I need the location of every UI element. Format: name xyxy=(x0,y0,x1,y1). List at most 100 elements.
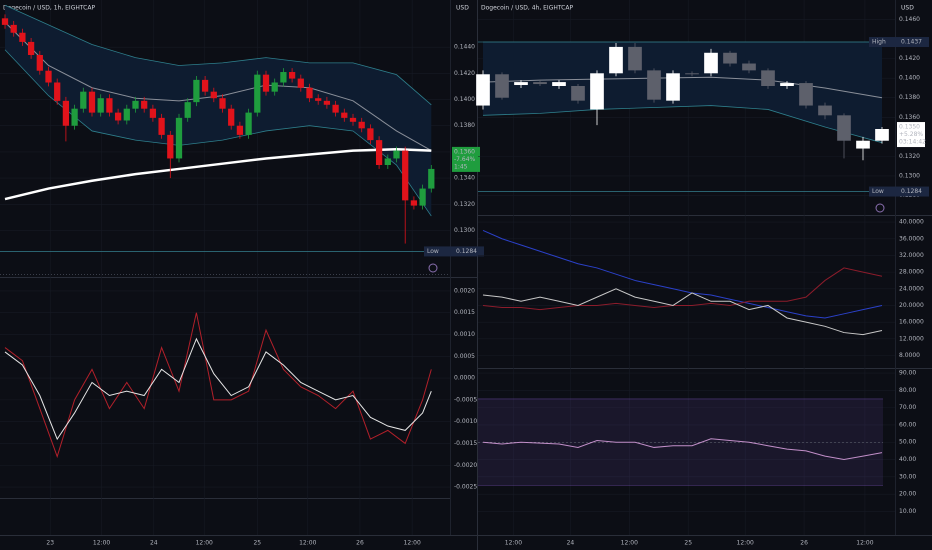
x-tick-label: 12:00 xyxy=(621,540,638,547)
currency-label: USD xyxy=(456,5,469,12)
y-tick-label: 16.0000 xyxy=(899,319,924,326)
line-series xyxy=(4,312,432,459)
y-tick-label: 0.1320 xyxy=(454,201,475,208)
icon[interactable] xyxy=(875,203,885,213)
y-tick-label: 0.1300 xyxy=(899,172,920,179)
price-tag-value: 0.1350 xyxy=(899,124,920,131)
candle-body xyxy=(495,74,509,98)
candle-body xyxy=(628,46,642,71)
candle-body xyxy=(742,63,756,71)
price-tag xyxy=(452,146,480,172)
y-tick-label: 50.00 xyxy=(899,439,916,446)
candle-body xyxy=(609,46,623,74)
x-tick-label: 12:00 xyxy=(196,540,213,547)
candle-body xyxy=(149,108,157,118)
candle-body xyxy=(419,188,426,206)
level-tag-value: 0.1284 xyxy=(901,188,922,195)
y-tick-label: -0.0025 xyxy=(454,484,477,491)
candle-body xyxy=(476,74,490,106)
y-tick-label: 90.00 xyxy=(899,370,916,377)
y-tick-label: 0.1400 xyxy=(454,96,475,103)
candle-body xyxy=(647,70,661,100)
y-tick-label: 0.1340 xyxy=(454,175,475,182)
y-tick-label: 0.1420 xyxy=(454,70,475,77)
x-tick-label: 12:00 xyxy=(93,540,110,547)
candle-body xyxy=(375,140,383,165)
line-series xyxy=(482,288,883,336)
candle-body xyxy=(552,82,566,86)
price-tag-change: +5.28% xyxy=(899,131,923,138)
candle-body xyxy=(10,24,17,33)
candle-body xyxy=(27,41,35,55)
candle-body xyxy=(201,79,209,92)
level-tag-value: 0.1284 xyxy=(456,248,477,255)
candle-body xyxy=(193,79,200,103)
band-fill xyxy=(483,42,882,143)
y-tick-label: 20.00 xyxy=(899,491,916,498)
candle-body xyxy=(856,140,870,149)
candle-body xyxy=(62,100,70,126)
candle-body xyxy=(236,125,244,135)
y-tick-label: 0.1460 xyxy=(899,16,920,23)
candle-body xyxy=(219,98,226,109)
x-tick-label: 26 xyxy=(356,540,364,547)
line-series xyxy=(482,229,883,319)
candle-body xyxy=(271,82,278,92)
candle-body xyxy=(818,105,832,116)
candle-body xyxy=(341,112,348,118)
y-tick-label: 40.0000 xyxy=(899,219,924,226)
candle-body xyxy=(704,52,718,74)
candle-body xyxy=(799,83,813,106)
y-tick-label: 0.1380 xyxy=(454,122,475,129)
line-series xyxy=(4,337,432,441)
candle-body xyxy=(367,128,374,141)
candle-body xyxy=(393,150,400,159)
candle-body xyxy=(402,150,409,201)
price-tag-value: 0.1360 xyxy=(454,148,475,155)
candle-body xyxy=(88,91,96,113)
candle-body xyxy=(428,168,435,189)
candle-body xyxy=(262,74,270,92)
candle-body xyxy=(158,117,165,135)
chart-title: Dogecoin / USD, 1h, EIGHTCAP xyxy=(3,5,95,12)
x-tick-label: 12:00 xyxy=(856,540,873,547)
y-tick-label: 0.1380 xyxy=(899,94,920,101)
x-tick-label: 25 xyxy=(253,540,261,547)
candle-body xyxy=(254,74,261,113)
candle-body xyxy=(184,102,191,118)
candle-body xyxy=(80,91,87,109)
candle-body xyxy=(410,200,418,206)
y-tick-label: -0.0010 xyxy=(454,418,477,425)
x-tick-label: 12:00 xyxy=(404,540,421,547)
line-series xyxy=(4,148,432,201)
level-tag xyxy=(869,186,929,197)
candle-body xyxy=(533,82,547,85)
y-tick-label: 32.0000 xyxy=(899,252,924,259)
y-tick-label: 80.00 xyxy=(899,387,916,394)
candle-body xyxy=(780,83,794,86)
icon[interactable] xyxy=(428,263,438,273)
level-tag-name: High xyxy=(872,39,886,46)
y-tick-label: 0.1360 xyxy=(899,114,920,121)
y-tick-label: 8.0000 xyxy=(899,352,920,359)
currency-label: USD xyxy=(901,5,914,12)
candle-body xyxy=(323,100,331,105)
x-tick-label: 24 xyxy=(567,540,575,547)
candle-body xyxy=(245,112,252,135)
y-tick-label: 10.00 xyxy=(899,508,916,515)
candle-body xyxy=(315,98,322,101)
level-tag xyxy=(869,37,929,48)
y-tick-label: 28.0000 xyxy=(899,269,924,276)
y-tick-label: 0.0010 xyxy=(454,331,475,338)
candle-body xyxy=(280,72,287,83)
y-tick-label: 0.1320 xyxy=(899,153,920,160)
candle-body xyxy=(349,117,357,122)
candle-body xyxy=(167,134,174,159)
y-tick-label: 20.0000 xyxy=(899,302,924,309)
candle-body xyxy=(723,52,737,64)
y-tick-label: 0.1300 xyxy=(454,227,475,234)
candle-body xyxy=(306,87,313,99)
price-tag-countdown: 03:14:42 xyxy=(899,139,926,146)
x-tick-label: 12:00 xyxy=(299,540,316,547)
